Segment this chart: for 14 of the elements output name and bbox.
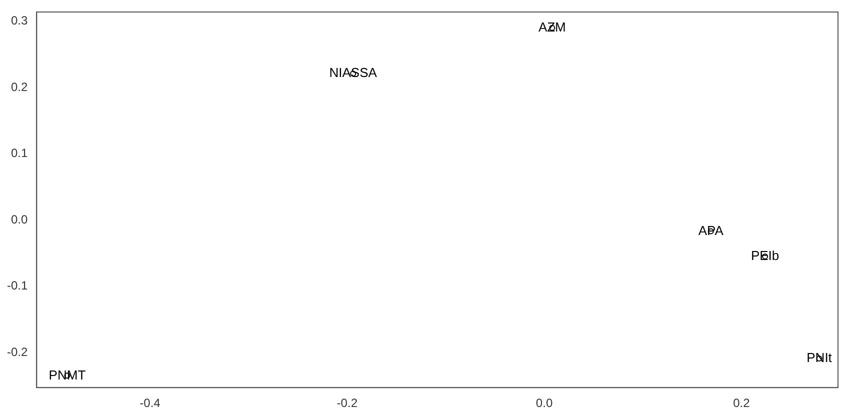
y-tick-label: 0.2	[10, 80, 28, 94]
x-tick-label: -0.4	[140, 396, 161, 410]
x-tick-label: 0.0	[536, 396, 553, 410]
y-tick-label: 0.0	[10, 212, 28, 226]
data-label: PEIb	[750, 248, 780, 264]
y-tick-label: -0.1	[6, 278, 28, 293]
y-tick-label: 0.1	[10, 146, 28, 160]
data-label: AZM	[538, 19, 566, 34]
data-label: APA	[698, 222, 724, 238]
data-label: PNIt	[806, 350, 832, 366]
y-tick-label: 0.3	[10, 14, 28, 28]
y-tick-label: -0.2	[6, 344, 28, 359]
x-tick-label: -0.2	[336, 396, 358, 410]
x-tick-label: 0.2	[733, 396, 750, 410]
